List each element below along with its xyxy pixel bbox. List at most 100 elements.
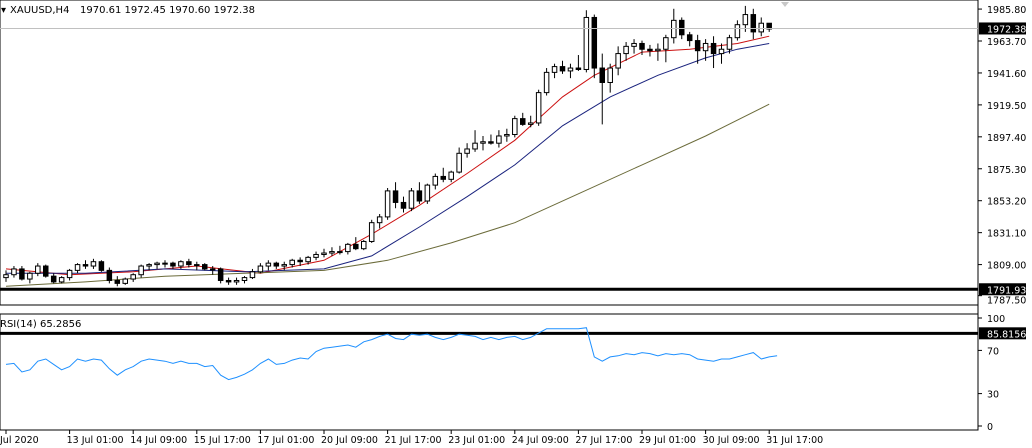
- time-axis-labels: Jul 2020 13 Jul 01:00 14 Jul 09:00 15 Jul 1…: [0, 430, 823, 446]
- candle-body: [655, 48, 661, 52]
- price-tick-label: 1897.40: [987, 133, 1026, 144]
- rsi-level-label: 85.8156: [987, 329, 1026, 340]
- candle: [361, 240, 367, 251]
- candle-body: [321, 252, 327, 255]
- candle-body: [368, 222, 375, 242]
- candle: [671, 8, 677, 44]
- candlestick-series: [3, 5, 772, 287]
- price-tick-label: 1963.70: [987, 37, 1026, 48]
- time-tick-label: Jul 2020: [0, 435, 39, 446]
- current-price-marker: 1972.38: [0, 22, 1026, 35]
- candle-body: [106, 269, 113, 281]
- candle-body: [11, 268, 17, 276]
- candle-body: [416, 190, 423, 202]
- candle-body: [162, 262, 168, 265]
- candle-body: [233, 279, 240, 283]
- candle: [376, 214, 383, 229]
- candle-body: [440, 175, 446, 180]
- candle: [686, 31, 693, 47]
- candle-body: [583, 16, 590, 70]
- candle-body: [249, 271, 256, 279]
- candle: [663, 34, 669, 63]
- candle-body: [432, 175, 439, 186]
- candle: [58, 276, 65, 284]
- candle-body: [257, 265, 264, 273]
- candle-body: [345, 243, 351, 253]
- candle: [170, 261, 176, 269]
- candle: [734, 20, 741, 41]
- candle-body: [50, 275, 57, 283]
- candle-body: [559, 66, 566, 72]
- rsi-tick-label: 0: [987, 422, 993, 433]
- candle: [758, 17, 764, 37]
- candle: [281, 261, 287, 271]
- price-tick-label: 1853.20: [987, 197, 1026, 208]
- candle-body: [631, 42, 637, 47]
- price-tick-label: 1941.60: [987, 69, 1026, 80]
- time-tick-label: 15 Jul 17:00: [194, 435, 251, 446]
- candle-body: [551, 66, 558, 73]
- candle: [520, 112, 526, 126]
- candle-body: [742, 14, 749, 26]
- moving-average-line: [5, 103, 770, 287]
- candle: [122, 277, 128, 285]
- candle-body: [74, 264, 81, 271]
- candle: [194, 261, 200, 271]
- candle-body: [488, 141, 494, 144]
- candle-body: [575, 67, 582, 70]
- candle: [742, 5, 749, 32]
- candle-body: [281, 264, 287, 267]
- candle-body: [225, 279, 232, 283]
- candle: [50, 273, 57, 284]
- time-tick-label: 23 Jul 01:00: [448, 435, 505, 446]
- rsi-level-tag: [979, 327, 1026, 340]
- candle: [400, 196, 407, 213]
- candle: [11, 266, 17, 278]
- candle-body: [90, 261, 97, 267]
- candle: [241, 276, 248, 284]
- candle: [647, 44, 653, 57]
- candle: [480, 135, 486, 151]
- candle-body: [122, 278, 128, 284]
- horizontal-level-line[interactable]: 1791.93: [0, 283, 1026, 296]
- candle: [257, 263, 264, 274]
- candle: [694, 34, 701, 64]
- price-tick-label: 1831.10: [987, 229, 1026, 240]
- level-line-tag: [979, 283, 1026, 296]
- time-tick-label: 27 Jul 17:00: [575, 435, 632, 446]
- candle: [138, 264, 144, 278]
- candle: [448, 170, 454, 183]
- price-tick-label: 1919.50: [987, 101, 1026, 112]
- candle: [504, 128, 510, 142]
- candle-body: [265, 262, 272, 267]
- candle-body: [82, 264, 89, 267]
- candle-body: [297, 259, 303, 263]
- candle: [623, 42, 629, 61]
- candle-body: [591, 16, 598, 69]
- candle-body: [599, 67, 605, 83]
- chart-shift-marker-icon[interactable]: [781, 2, 789, 7]
- candle-body: [289, 259, 295, 266]
- time-tick-label: 14 Jul 09:00: [130, 435, 187, 446]
- time-tick-label: 30 Jul 09:00: [703, 435, 760, 446]
- candle: [551, 63, 558, 79]
- candle: [27, 271, 33, 284]
- candle: [186, 258, 192, 268]
- candle: [74, 263, 81, 274]
- candle-body: [448, 171, 454, 180]
- moving-average-line: [5, 35, 770, 276]
- candle: [66, 268, 73, 281]
- candle: [154, 261, 160, 269]
- candle-body: [671, 19, 677, 39]
- rsi-panel-frame: [0, 313, 979, 431]
- level-line-label: 1791.93: [987, 285, 1026, 296]
- candle: [440, 167, 446, 183]
- candle-body: [750, 14, 757, 33]
- time-tick-label: 17 Jul 01:00: [257, 435, 314, 446]
- candle-body: [567, 67, 574, 72]
- candle-body: [194, 264, 200, 267]
- candle-body: [217, 268, 224, 281]
- candle-body: [472, 142, 478, 150]
- rsi-tick-label: 100: [987, 314, 1005, 325]
